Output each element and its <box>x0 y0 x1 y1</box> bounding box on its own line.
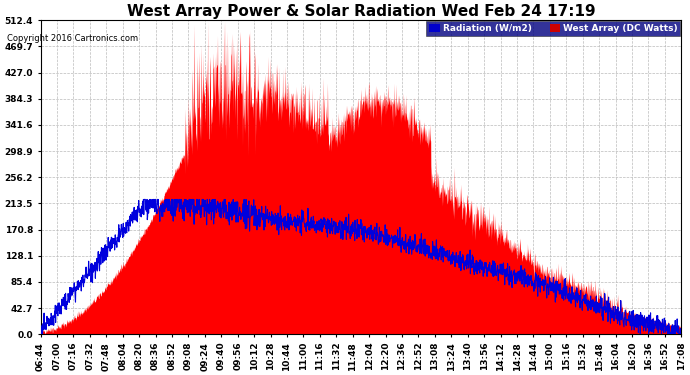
Title: West Array Power & Solar Radiation Wed Feb 24 17:19: West Array Power & Solar Radiation Wed F… <box>127 4 595 19</box>
Text: Copyright 2016 Cartronics.com: Copyright 2016 Cartronics.com <box>7 34 138 43</box>
Legend: Radiation (W/m2), West Array (DC Watts): Radiation (W/m2), West Array (DC Watts) <box>426 21 680 36</box>
